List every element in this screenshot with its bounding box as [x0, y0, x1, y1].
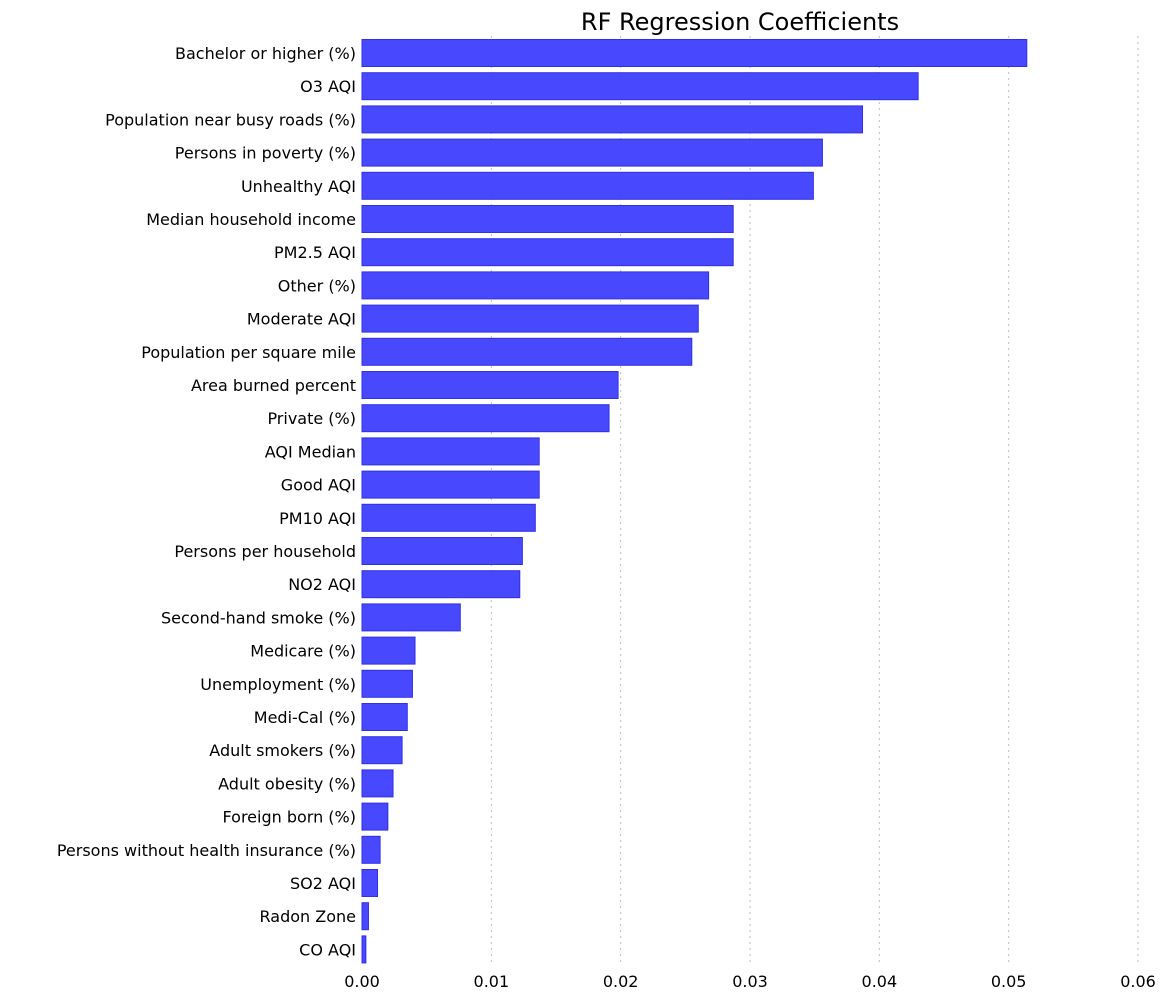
- bar: [361, 669, 413, 698]
- bar: [361, 238, 734, 267]
- grid-lines: [490, 36, 1139, 966]
- category-label: Private (%): [267, 409, 356, 428]
- bar: [361, 537, 523, 565]
- bar: [361, 337, 693, 366]
- category-label: Other (%): [278, 276, 356, 295]
- x-tick-label: 0.00: [344, 972, 380, 991]
- category-label: Persons per household: [174, 542, 356, 561]
- x-tick-label: 0.06: [1120, 972, 1156, 991]
- category-label: NO2 AQI: [288, 575, 356, 594]
- category-label: Persons in poverty (%): [175, 144, 356, 163]
- bar: [361, 503, 536, 532]
- x-tick-label: 0.05: [991, 972, 1027, 991]
- x-tick-label: 0.02: [603, 972, 639, 991]
- bar: [361, 902, 369, 931]
- category-label: Second-hand smoke (%): [161, 608, 356, 627]
- bar: [361, 802, 389, 831]
- bar: [361, 205, 734, 233]
- category-label: Persons without health insurance (%): [57, 841, 356, 860]
- category-label: O3 AQI: [300, 77, 356, 96]
- category-label: Moderate AQI: [247, 310, 356, 329]
- category-label: Foreign born (%): [223, 808, 356, 827]
- chart-title: RF Regression Coefficients: [581, 8, 899, 36]
- bar: [361, 404, 610, 433]
- category-label: Medi-Cal (%): [254, 708, 356, 727]
- bar: [361, 271, 710, 300]
- category-label: Unhealthy AQI: [241, 177, 356, 196]
- bar: [361, 304, 699, 333]
- category-label: Good AQI: [281, 476, 356, 495]
- bar: [361, 138, 823, 167]
- bar: [361, 105, 864, 134]
- category-label: Medicare (%): [250, 642, 356, 661]
- category-label: Adult smokers (%): [209, 741, 356, 760]
- category-label: AQI Median: [265, 442, 356, 461]
- bar: [361, 835, 381, 864]
- x-tick-label: 0.04: [862, 972, 898, 991]
- bar: [361, 39, 1028, 67]
- bar: [361, 72, 919, 101]
- bar: [361, 437, 540, 466]
- category-label: Radon Zone: [260, 907, 356, 926]
- category-label: Bachelor or higher (%): [175, 44, 356, 63]
- bar: [361, 935, 367, 964]
- bars: [361, 39, 1028, 964]
- bar: [361, 736, 403, 765]
- category-label: Population near busy roads (%): [105, 110, 356, 129]
- category-label: PM10 AQI: [279, 509, 356, 528]
- category-label: CO AQI: [299, 940, 356, 959]
- bar: [361, 171, 814, 200]
- bar: [361, 869, 379, 897]
- bar: [361, 570, 521, 599]
- category-labels: Bachelor or higher (%) O3 AQI Population n…: [57, 44, 356, 959]
- bar: [361, 703, 408, 731]
- category-label: Adult obesity (%): [218, 774, 356, 793]
- category-label: Unemployment (%): [200, 675, 356, 694]
- category-label: Area burned percent: [191, 376, 356, 395]
- x-tick-label: 0.03: [732, 972, 768, 991]
- bar: [361, 470, 540, 499]
- bar: [361, 371, 619, 399]
- bar: [361, 603, 461, 632]
- x-tick-labels: 0.00 0.01 0.02 0.03 0.04 0.05 0.06: [344, 972, 1156, 991]
- category-label: Population per square mile: [141, 343, 356, 362]
- bar: [361, 636, 416, 665]
- category-label: PM2.5 AQI: [274, 243, 356, 262]
- bar: [361, 769, 394, 798]
- category-label: Median household income: [146, 210, 356, 229]
- x-tick-label: 0.01: [474, 972, 510, 991]
- category-label: SO2 AQI: [290, 874, 356, 893]
